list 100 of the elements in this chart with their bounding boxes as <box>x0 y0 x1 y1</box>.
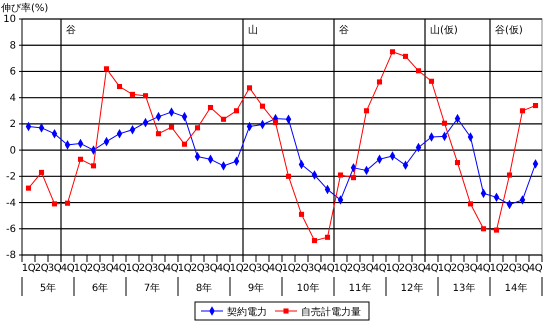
y-axis-title: 伸び率(%) <box>1 2 48 14</box>
text: 13年 <box>452 282 476 294</box>
point <box>506 172 512 178</box>
x-tick-label: 3Q <box>152 263 166 274</box>
point <box>182 142 188 147</box>
point <box>442 120 448 126</box>
point <box>494 228 500 233</box>
point <box>78 156 84 162</box>
x-tick-label: 4Q <box>216 263 231 274</box>
y-tick-label: -2 <box>6 172 16 183</box>
y-tick-label: 2 <box>10 119 16 130</box>
x-tick-label: 1Q <box>126 263 140 274</box>
point <box>208 104 214 110</box>
point <box>350 175 356 180</box>
x-tick-label: 4Q <box>372 263 387 274</box>
x-tick-label: 3Q <box>100 263 114 274</box>
x-tick-label: 2Q <box>190 263 205 274</box>
x-tick-label: 1Q <box>22 263 36 274</box>
point <box>428 78 434 84</box>
point <box>90 163 96 168</box>
point <box>38 170 44 175</box>
point <box>454 160 460 166</box>
annotation: 谷 <box>339 24 349 36</box>
x-tick-label: 1Q <box>334 263 348 274</box>
x-tick-label: 3Q <box>204 263 218 274</box>
x-tick-label: 4Q <box>268 263 283 274</box>
x-tick-label: 4Q <box>476 263 491 274</box>
x-tick-label: 3Q <box>256 263 270 274</box>
x-tick-label: 3Q <box>516 263 530 274</box>
x-tick-label: 4Q <box>60 263 75 274</box>
x-tick-label: 1Q <box>490 263 504 274</box>
point <box>376 79 382 84</box>
y-tick-label: -8 <box>6 250 16 262</box>
x-tick-label: 2Q <box>398 263 413 274</box>
text: 14年 <box>504 282 528 294</box>
point <box>286 174 292 179</box>
point <box>64 200 70 206</box>
text: 8年 <box>196 282 212 294</box>
x-tick-label: 2Q <box>86 263 101 274</box>
x-tick-label: 1Q <box>230 263 244 274</box>
point <box>402 54 408 59</box>
y-tick-label: 6 <box>10 66 16 78</box>
legend-label: 自売計電力量 <box>301 306 361 318</box>
point <box>480 226 486 232</box>
point <box>26 186 32 191</box>
point <box>324 234 330 240</box>
point <box>390 49 396 54</box>
point <box>416 68 422 74</box>
x-tick-label: 2Q <box>346 263 361 274</box>
x-tick-label: 2Q <box>34 263 49 274</box>
x-tick-label: 1Q <box>386 263 400 274</box>
y-tick-label: 4 <box>10 92 16 104</box>
annotation: 山 <box>248 24 258 36</box>
x-tick-label: 3Q <box>360 263 374 274</box>
x-tick-label: 1Q <box>438 263 452 274</box>
x-tick-label: 3Q <box>464 263 478 274</box>
x-tick-label: 2Q <box>294 263 309 274</box>
point <box>234 108 240 114</box>
x-tick-label: 4Q <box>320 263 335 274</box>
point <box>156 131 162 136</box>
x-tick-label: 2Q <box>502 263 517 274</box>
text: 10年 <box>296 282 320 294</box>
x-tick-label: 3Q <box>412 263 426 274</box>
x-tick-label: 2Q <box>138 263 153 274</box>
point <box>298 212 304 217</box>
y-tick-label: -6 <box>6 224 16 235</box>
text: 6年 <box>92 282 108 294</box>
point <box>168 124 174 130</box>
point <box>142 93 148 98</box>
point <box>116 84 122 90</box>
x-tick-label: 1Q <box>178 263 192 274</box>
x-tick-label: 4Q <box>112 263 127 274</box>
x-tick-label: 2Q <box>242 263 257 274</box>
point <box>272 120 278 126</box>
y-tick-label: -4 <box>6 198 16 209</box>
annotation: 谷 <box>66 24 76 36</box>
annotation: 谷(仮) <box>495 24 523 36</box>
x-tick-label: 2Q <box>450 263 465 274</box>
text: 7年 <box>144 282 160 294</box>
point <box>338 172 344 178</box>
point <box>52 201 58 206</box>
text: 11年 <box>348 282 372 294</box>
x-tick-label: 4Q <box>164 263 179 274</box>
point <box>104 66 110 72</box>
y-tick-label: 8 <box>10 40 16 52</box>
point <box>260 104 266 109</box>
point <box>468 201 474 206</box>
point <box>130 92 136 97</box>
x-tick-label: 1Q <box>282 263 296 274</box>
point <box>532 102 538 108</box>
x-tick-label: 4Q <box>424 263 439 274</box>
x-tick-label: 3Q <box>48 263 62 274</box>
point <box>194 125 200 130</box>
text: 9年 <box>248 282 264 294</box>
point <box>246 85 252 90</box>
x-tick-label: 4Q <box>528 263 543 274</box>
text: 5年 <box>40 282 56 294</box>
y-tick-label: 0 <box>10 145 16 156</box>
annotation: 山(仮) <box>430 24 458 36</box>
legend-label: 契約電力 <box>227 306 267 318</box>
